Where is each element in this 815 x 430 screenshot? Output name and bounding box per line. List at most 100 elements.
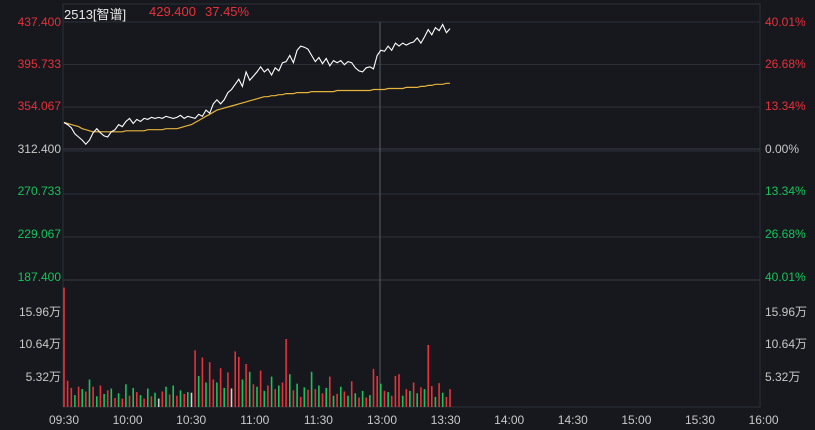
volume-bar [179,390,182,407]
volume-bar [354,393,357,407]
x-tick: 11:30 [303,413,333,427]
volume-tick-left: 15.96万 [18,305,61,319]
volume-bar [398,374,400,407]
volume-bar [205,382,207,407]
volume-bar [423,389,426,407]
volume-bar [256,386,258,407]
volume-bar [165,386,167,407]
volume-tick-left: 10.64万 [18,337,61,351]
chart-grid [62,3,761,408]
price-line [63,23,451,146]
volume-bar [63,287,65,407]
volume-bar [332,395,335,407]
volume-bar [132,387,134,407]
volume-bar [285,339,287,407]
volume-bar [99,385,102,407]
volume-bar [303,387,306,407]
volume-bar [278,385,280,407]
volume-bar [70,387,73,407]
y-tick-left: 395.733 [17,57,61,71]
volume-bar [358,397,360,407]
volume-bar [441,392,444,407]
y-tick-right: 13.34% [765,184,806,198]
volume-bar [114,398,116,407]
volume-bar [230,388,233,407]
volume-bar [281,382,284,407]
volume-bar [376,376,378,407]
x-tick: 15:00 [621,413,652,427]
volume-bar [157,398,160,407]
x-tick: 10:30 [176,413,207,427]
stock-code: 2513 [64,7,93,22]
y-tick-left: 312.400 [17,142,61,156]
volume-bar [172,385,174,407]
volume-bar [270,376,273,407]
average-price-line [63,82,450,133]
volume-bar [136,392,138,407]
volume-bar [394,376,397,407]
volume-bar [263,390,266,407]
header-stock-code: 2513[智谱] [64,4,126,23]
volume-bar [420,387,422,407]
volume-bar [143,398,145,407]
volume-bar [125,384,127,407]
volume-bar [325,387,327,407]
volume-bar [183,393,185,407]
volume-bar [245,364,247,407]
volume-bar [449,389,451,407]
volume-bar [197,376,200,407]
y-tick-left: 354.067 [17,99,61,113]
x-tick: 10:00 [112,413,143,427]
volume-bar [343,391,346,407]
y-tick-left: 229.067 [17,227,61,241]
x-tick: 16:00 [748,413,779,427]
volume-bar [161,391,164,407]
volume-bar [128,395,131,407]
volume-bar [405,389,408,407]
current-price: 429.400 [149,4,196,19]
volume-bar [412,382,415,407]
volume-bar [296,383,298,407]
volume-bar [117,393,120,407]
x-tick: 14:00 [494,413,525,427]
y-tick-left: 437.400 [17,15,61,29]
volume-bar [372,368,375,407]
volume-bar [318,385,320,407]
volume-bar [216,382,218,407]
x-tick: 13:00 [366,413,398,427]
volume-bar [274,389,276,407]
volume-bar [139,395,142,407]
x-tick: 09:30 [48,413,80,427]
volume-bar [416,393,418,407]
volume-bar [409,390,411,407]
volume-bar [238,356,240,407]
change-percent: 37.45% [205,4,250,19]
volume-bar [241,379,244,407]
volume-bar [219,368,222,407]
y-tick-right: 40.01% [765,270,806,284]
y-tick-right: 26.68% [765,57,806,71]
volume-bar [85,391,87,407]
volume-bar [292,390,295,407]
volume-bar [314,389,317,407]
y-tick-left: 270.733 [17,184,61,198]
volume-bar [380,383,382,407]
y-tick-right: 13.34% [765,99,806,113]
y-tick-left: 187.400 [17,270,61,284]
volume-bar [212,379,215,407]
volume-bar [74,395,76,407]
volume-bar [387,392,389,407]
volume-bars [63,287,451,407]
volume-bar [340,386,342,407]
volume-bar [227,372,229,407]
volume-bar [347,395,349,407]
x-tick: 11:00 [240,413,270,427]
volume-bar [289,374,291,407]
volume-bar [361,390,364,407]
volume-bar [252,384,255,407]
volume-bar [329,376,331,407]
volume-bar [208,362,211,407]
volume-bar [77,386,80,407]
volume-bar [168,394,171,407]
